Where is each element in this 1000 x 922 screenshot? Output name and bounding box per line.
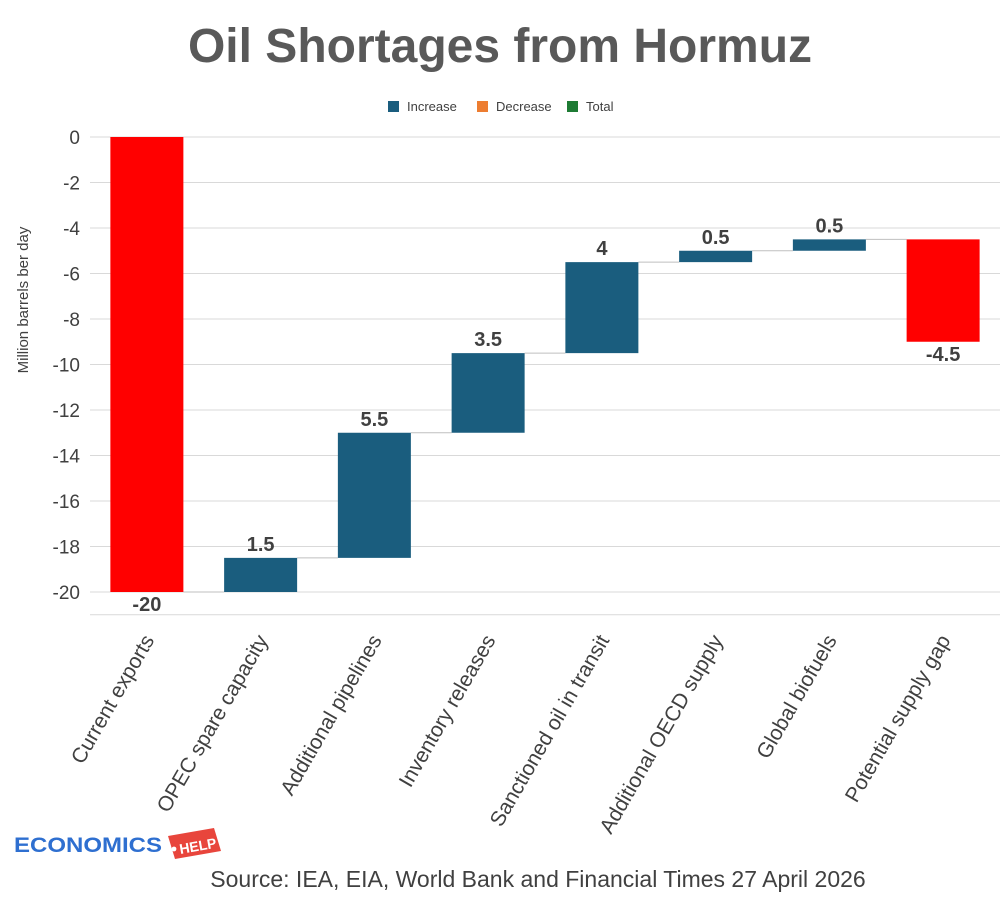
bar-1 — [224, 557, 298, 592]
data-label: -4.5 — [926, 344, 960, 366]
y-tick-label: -2 — [63, 174, 80, 195]
y-tick-label: -4 — [63, 219, 80, 240]
y-tick-label: -12 — [53, 401, 80, 422]
legend-swatch — [477, 101, 488, 112]
category-label: Additional pipelines — [276, 631, 386, 799]
logo-word-help: HELP — [178, 835, 218, 857]
bars — [110, 137, 980, 592]
y-tick-label: -20 — [53, 583, 80, 604]
category-label: Additional OECD supply — [595, 631, 728, 838]
logo-tag-shape — [168, 828, 221, 859]
data-label: 0.5 — [815, 215, 843, 237]
y-tick-label: -18 — [53, 538, 80, 559]
chart-title: Oil Shortages from Hormuz — [188, 20, 812, 73]
data-labels: -20 1.5 5.5 3.5 4 0.5 0.5 -4.5 — [132, 215, 960, 616]
legend-label: Total — [586, 99, 614, 114]
logo-word-economics: ECONOMICS — [14, 834, 162, 857]
data-label: 0.5 — [702, 227, 730, 249]
economics-help-logo: ECONOMICS HELP — [14, 828, 221, 859]
bar-3 — [451, 353, 525, 433]
data-label: 4 — [596, 238, 608, 260]
legend: Increase Decrease Total — [388, 99, 614, 114]
bar-4 — [565, 262, 639, 354]
y-tick-label: -14 — [53, 447, 81, 468]
bar-6 — [792, 239, 866, 251]
data-label: 3.5 — [474, 329, 502, 351]
data-label: 5.5 — [360, 409, 388, 431]
connector-lines — [183, 238, 907, 593]
y-tick-label: -6 — [63, 265, 80, 286]
data-label: -20 — [132, 594, 161, 616]
bar-0 — [110, 137, 184, 592]
category-label: Global biofuels — [752, 631, 841, 763]
y-tick-label: 0 — [69, 128, 80, 149]
bar-5 — [679, 250, 753, 263]
y-axis-ticks: 0 -2 -4 -6 -8 -10 -12 -14 -16 -18 -20 — [53, 128, 81, 604]
y-axis-label: Million barrels ber day — [15, 226, 32, 373]
category-label: OPEC spare capacity — [153, 631, 274, 817]
legend-swatch — [567, 101, 578, 112]
bar-7 — [906, 239, 980, 342]
bar-2 — [337, 432, 411, 558]
data-label: 1.5 — [247, 534, 275, 556]
legend-label: Decrease — [496, 99, 552, 114]
category-label: Sanctioned oil in transit — [486, 631, 615, 831]
source-note: Source: IEA, EIA, World Bank and Financi… — [210, 866, 865, 892]
legend-swatch — [388, 101, 399, 112]
y-tick-label: -16 — [53, 492, 80, 513]
gridlines — [90, 136, 1000, 593]
category-label: Potential supply gap — [841, 631, 955, 806]
legend-label: Increase — [407, 99, 457, 114]
logo-tag-hole — [171, 846, 177, 852]
y-tick-label: -8 — [63, 310, 80, 331]
category-label: Inventory releases — [395, 631, 501, 791]
y-tick-label: -10 — [53, 356, 80, 377]
category-label: Current exports — [67, 631, 159, 768]
